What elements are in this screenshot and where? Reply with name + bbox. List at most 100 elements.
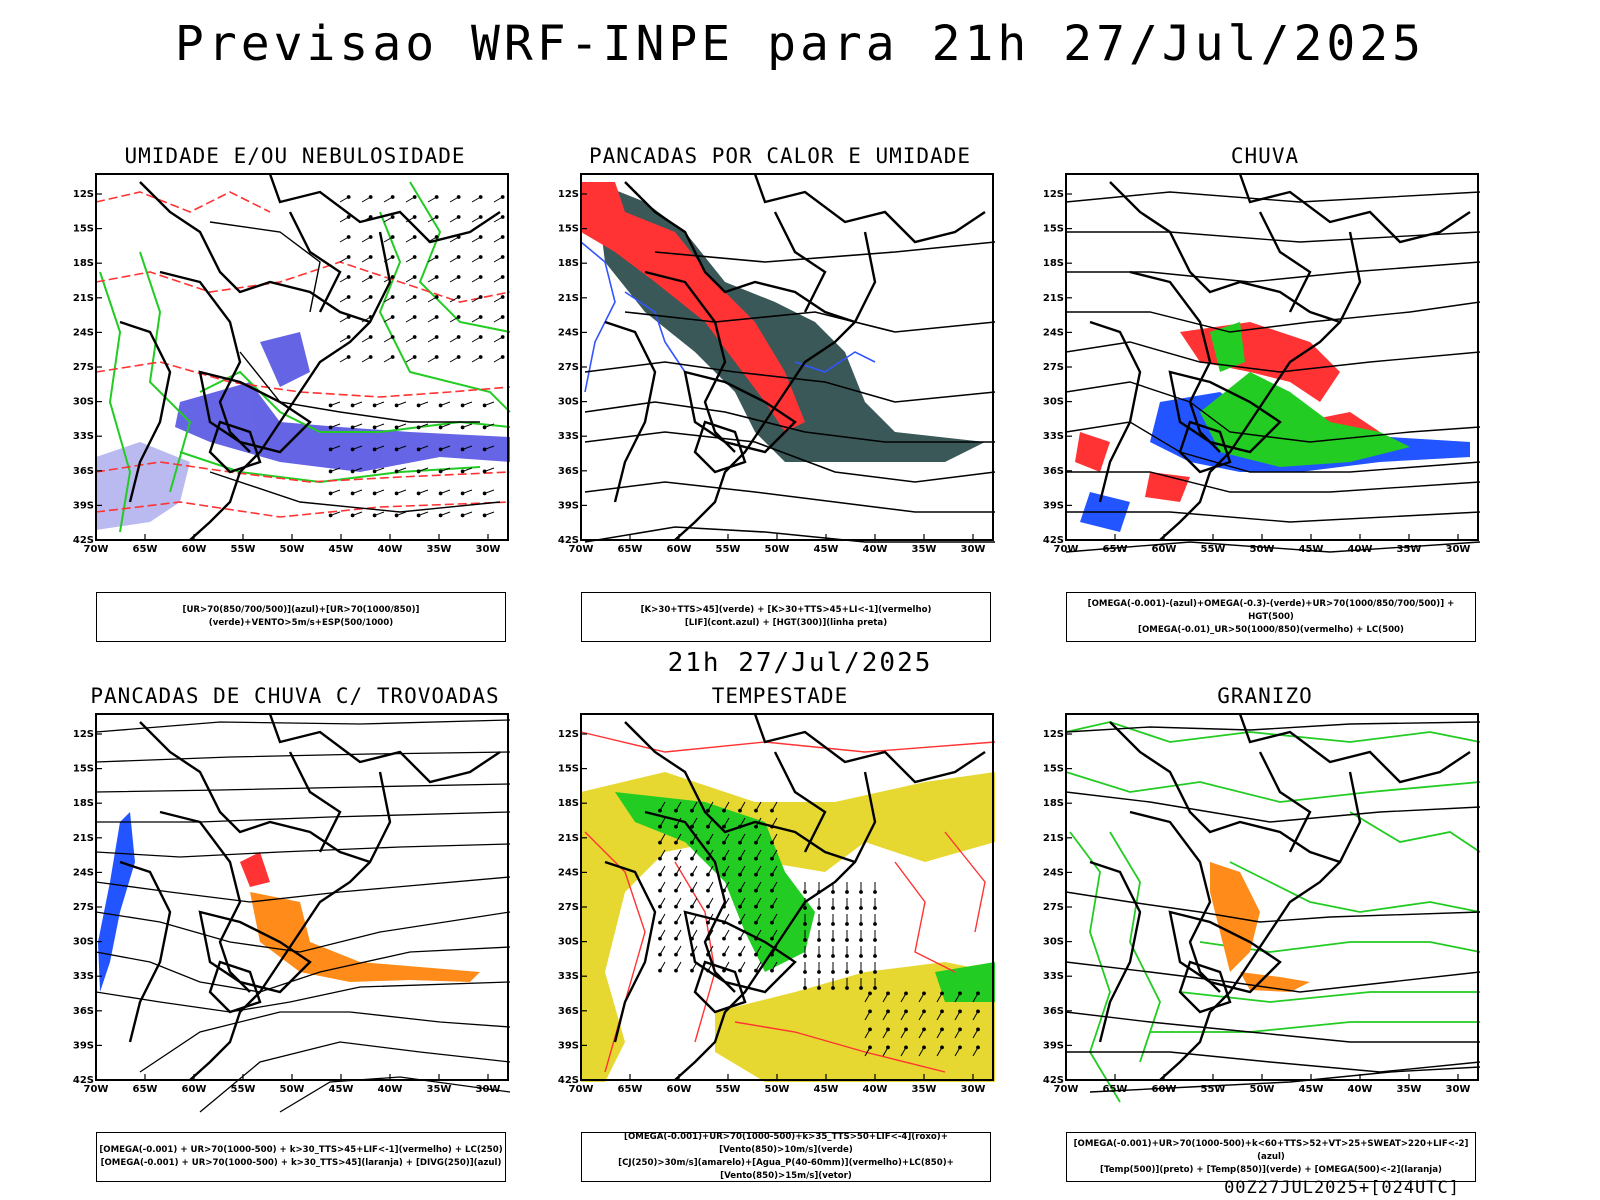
hgt500-contours xyxy=(1065,191,1481,553)
lon-tick-label: 40W xyxy=(863,544,888,555)
coastline-segment xyxy=(683,910,797,994)
lat-tick-label: 24S xyxy=(1043,327,1064,338)
wind-vector-head xyxy=(482,447,487,452)
wind-vector-head xyxy=(412,275,417,279)
wind-vector-head xyxy=(372,403,377,408)
lat-tick-label: 36S xyxy=(558,466,579,477)
lat-tick-label: 15S xyxy=(73,764,94,775)
lat-tick-label: 33S xyxy=(1043,431,1064,442)
lat-tick-label: 42S xyxy=(1043,1075,1064,1086)
wind-vector-head xyxy=(674,872,678,877)
wind-vector-head xyxy=(868,991,872,996)
green-rain-area xyxy=(1200,322,1410,467)
wind-vector-head xyxy=(770,888,774,893)
wind-vector-head xyxy=(904,1009,908,1014)
wind-vector-head xyxy=(416,425,421,430)
lon-tick-label: 50W xyxy=(765,544,790,555)
wind-vector-head xyxy=(438,447,443,452)
lat-tick-label: 39S xyxy=(73,1040,94,1051)
lat-tick-label: 12S xyxy=(558,729,579,740)
wind-vector-head xyxy=(817,938,821,942)
wind-vector-head xyxy=(438,425,443,430)
wind-vector-head xyxy=(478,355,483,359)
wind-vector-head xyxy=(754,808,758,813)
wind-vector-head xyxy=(859,986,863,990)
legend-line-2: [LIF](cont.azul) + [HGT(300)](linha pret… xyxy=(684,618,888,628)
map-border xyxy=(1065,173,1479,541)
green-wind-area xyxy=(615,792,995,1002)
wind-vector-head xyxy=(690,872,694,877)
orange-omega-area xyxy=(1210,862,1310,992)
wind-vector-head xyxy=(456,275,461,279)
lon-tick-label: 30W xyxy=(476,1084,501,1095)
coastline-segment xyxy=(1089,320,1142,503)
coastline-segment xyxy=(1238,173,1471,244)
wind-vector-head xyxy=(346,255,351,259)
wind-vector-head xyxy=(770,840,774,845)
wind-vector-head xyxy=(372,491,377,496)
lon-tick-label: 35W xyxy=(1397,1084,1422,1095)
wind-vector-head xyxy=(706,824,710,829)
wind-vector-head xyxy=(394,447,399,452)
lat-tick-label: 33S xyxy=(1043,971,1064,982)
wind-vector-head xyxy=(416,403,421,408)
wind-vector-head xyxy=(346,215,351,219)
lon-tick-label: 35W xyxy=(912,544,937,555)
wind-vector-head xyxy=(754,888,758,893)
lat-tick-label: 18S xyxy=(73,798,94,809)
wind-vector-head xyxy=(368,235,373,239)
lat-tick-label: 33S xyxy=(73,431,94,442)
wind-vector-head xyxy=(845,922,849,926)
wind-vector-head xyxy=(690,808,694,813)
wind-vector-head xyxy=(478,195,483,199)
lat-tick-label: 39S xyxy=(558,500,579,511)
lon-tick-label: 70W xyxy=(84,1084,109,1095)
wind-vector-head xyxy=(328,469,333,474)
wind-vector-head xyxy=(770,856,774,861)
wind-vector-head xyxy=(817,922,821,926)
wind-vector-head xyxy=(372,469,377,474)
wind-vector-head xyxy=(958,1045,962,1050)
lon-tick-label: 65W xyxy=(133,1084,158,1095)
legend-line-1: [UR>70(850/700/500)](azul)+[UR>70(1000/8… xyxy=(182,605,420,628)
wind-vector-head xyxy=(456,255,461,259)
blue-lif-contours xyxy=(580,241,876,393)
lat-tick-label: 30S xyxy=(73,397,94,408)
lat-tick-label: 12S xyxy=(1043,189,1064,200)
lat-tick-label: 42S xyxy=(73,535,94,546)
wind-vector-head xyxy=(831,954,835,958)
legend-box: [OMEGA(-0.001)-(azul)+OMEGA(-0.3)-(verde… xyxy=(1066,592,1476,642)
main-title: Previsao WRF-INPE para 21h 27/Jul/2025 xyxy=(174,16,1426,72)
wind-vector-head xyxy=(658,936,662,941)
red-area xyxy=(581,182,805,432)
wind-vector-head xyxy=(859,970,863,974)
wind-vector-head xyxy=(500,215,505,219)
coastline-segment xyxy=(1238,713,1471,784)
lon-tick-label: 55W xyxy=(1201,1084,1226,1095)
wind-vector-head xyxy=(674,968,678,973)
lat-tick-label: 30S xyxy=(73,937,94,948)
lon-tick-label: 45W xyxy=(814,544,839,555)
wind-vector-head xyxy=(500,295,505,299)
wind-vector-head xyxy=(438,469,443,474)
wind-vector-head xyxy=(372,425,377,430)
wind-vector-head xyxy=(738,936,742,941)
wind-vector-head xyxy=(738,808,742,813)
wind-vector-head xyxy=(394,425,399,430)
legend-box: [UR>70(850/700/500)](azul)+[UR>70(1000/8… xyxy=(96,592,506,642)
wind-vector-head xyxy=(722,936,726,941)
wind-vector-head xyxy=(482,425,487,430)
wind-vector-head xyxy=(482,491,487,496)
wind-vector-head xyxy=(845,890,849,894)
lat-tick-label: 21S xyxy=(1043,833,1064,844)
lat-tick-label: 30S xyxy=(1043,937,1064,948)
wind-vector-head xyxy=(738,856,742,861)
wind-vector-head xyxy=(803,986,807,990)
wind-vector-head xyxy=(722,872,726,877)
wind-vector-head xyxy=(922,1027,926,1032)
wind-vector-head xyxy=(803,906,807,910)
wind-vector-head xyxy=(368,195,373,199)
